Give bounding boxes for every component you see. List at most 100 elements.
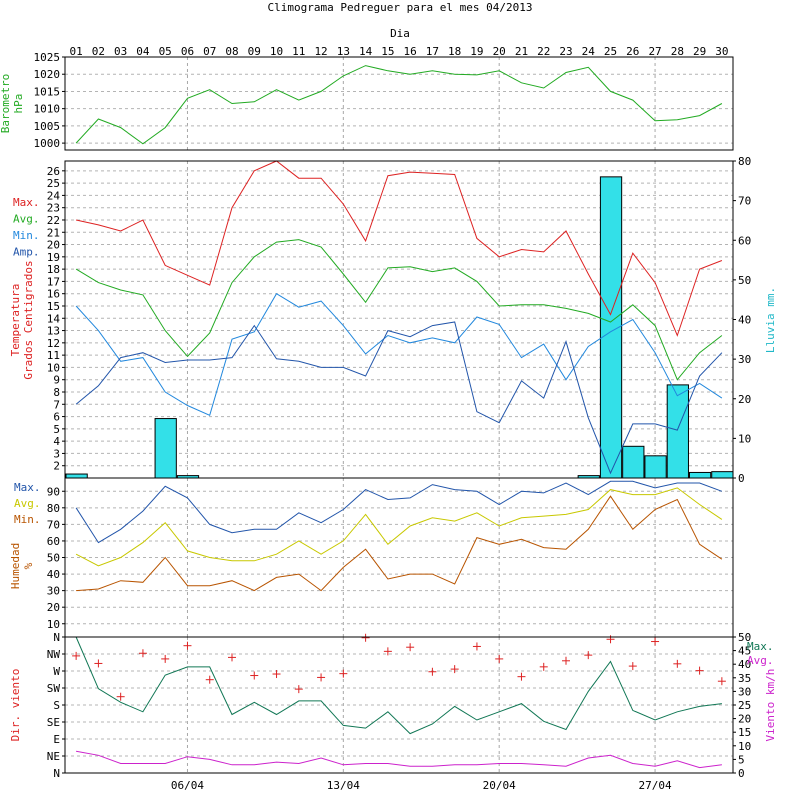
y-tick-label: 14 [47, 312, 61, 325]
y-tick-label: 16 [47, 288, 60, 301]
y-tick-label: 17 [47, 275, 60, 288]
rain-axis-label: Lluvia mm. [764, 287, 777, 353]
day-tick-label: 16 [404, 45, 417, 58]
day-tick-label: 03 [114, 45, 127, 58]
y-tick-label: 11 [47, 349, 60, 362]
y-tick-label: 23 [47, 202, 60, 215]
day-tick-label: 06 [181, 45, 194, 58]
y-tick-label: 7 [53, 398, 60, 411]
day-tick-label: 13 [337, 45, 350, 58]
legend-entry: Avg. [14, 497, 41, 510]
day-tick-label: 01 [70, 45, 83, 58]
y-tick-label: 80 [47, 502, 60, 515]
rain-bar [666, 384, 689, 479]
y-tick-label: 30 [47, 585, 60, 598]
y-tick-label: 9 [53, 374, 60, 387]
humidity-max-line [75, 480, 723, 544]
y-tick-label: 18 [47, 263, 60, 276]
day-tick-label: 24 [582, 45, 596, 58]
y2-tick-label: 40 [738, 658, 751, 671]
dir-tick-label: S [53, 699, 60, 712]
date-tick-label: 06/04 [171, 779, 204, 792]
y-tick-label: 19 [47, 251, 60, 264]
y2-tick-label: 10 [738, 740, 751, 753]
rain-bar [688, 471, 712, 479]
pressure-axis-label: Barometro [0, 74, 12, 134]
legend-entry: Max. [747, 640, 774, 653]
y-tick-label: 21 [47, 226, 60, 239]
day-tick-label: 12 [314, 45, 327, 58]
y-tick-label: 1015 [34, 85, 61, 98]
dir-tick-label: N [53, 767, 60, 780]
y-tick-label: 20 [47, 601, 60, 614]
y2-tick-label: 10 [738, 432, 751, 445]
y-tick-label: 1020 [34, 68, 61, 81]
temperature-axis-label: Temperatura [9, 284, 22, 357]
y-tick-label: 40 [47, 568, 60, 581]
y-tick-label: 10 [47, 618, 60, 631]
legend-entry: Max. [14, 481, 41, 494]
y-tick-label: 90 [47, 485, 60, 498]
day-tick-label: 02 [92, 45, 105, 58]
day-tick-label: 27 [648, 45, 661, 58]
dir-tick-label: W [53, 665, 60, 678]
y-tick-label: 24 [47, 189, 61, 202]
humidity-axis-label: Humedad [9, 543, 22, 589]
temp-avg-line [75, 239, 723, 381]
y-tick-label: 3 [53, 447, 60, 460]
y-tick-label: 20 [47, 239, 60, 252]
y2-tick-label: 0 [738, 767, 745, 780]
y-tick-label: 13 [47, 325, 60, 338]
y2-tick-label: 45 [738, 645, 751, 658]
wind-dir-axis-label: Dir. viento [9, 669, 22, 742]
rain-bar [65, 473, 88, 479]
rain-bar [622, 445, 645, 479]
y-tick-label: 60 [47, 535, 60, 548]
y-tick-label: 25 [47, 177, 60, 190]
y-tick-label: 4 [53, 435, 60, 448]
dir-tick-label: NW [47, 648, 61, 661]
y-tick-label: 5 [53, 423, 60, 436]
y-tick-label: 10 [47, 361, 60, 374]
day-axis-label: Dia [390, 27, 410, 40]
y-tick-label: 1025 [34, 51, 61, 64]
temp-amp-line [75, 321, 723, 475]
pressure-line [75, 65, 723, 145]
y2-tick-label: 80 [738, 155, 751, 168]
day-tick-label: 26 [626, 45, 639, 58]
chart-title: Climograma Pedreguer para el mes 04/2013 [268, 1, 533, 14]
day-tick-label: 23 [559, 45, 572, 58]
pressure-axis-label: hPa [12, 94, 25, 114]
wind-avg-line [76, 750, 722, 769]
temperature-axis-label: Grados Centigrados [22, 260, 35, 379]
y2-tick-label: 35 [738, 672, 751, 685]
dir-tick-label: SW [47, 682, 61, 695]
day-tick-label: 07 [203, 45, 216, 58]
day-tick-label: 09 [248, 45, 261, 58]
day-tick-label: 05 [159, 45, 172, 58]
date-tick-label: 13/04 [327, 779, 360, 792]
legend-entry: Max. [13, 196, 40, 209]
humidity-axis-label: % [22, 562, 35, 569]
day-tick-label: 22 [537, 45, 550, 58]
day-tick-label: 25 [604, 45, 617, 58]
panel-frame [64, 56, 734, 151]
day-tick-label: 17 [426, 45, 439, 58]
legend-entry: Min. [14, 513, 41, 526]
temp-max-line [75, 160, 723, 337]
panel-frame [64, 636, 734, 774]
y2-tick-label: 20 [738, 393, 751, 406]
y-tick-label: 8 [53, 386, 60, 399]
day-tick-label: 10 [270, 45, 283, 58]
y2-tick-label: 5 [738, 753, 745, 766]
y2-tick-label: 0 [738, 472, 745, 485]
day-tick-label: 28 [671, 45, 684, 58]
dir-tick-label: N [53, 631, 60, 644]
y2-tick-label: 50 [738, 274, 751, 287]
wind-max-line [75, 636, 722, 735]
y2-tick-label: 30 [738, 353, 751, 366]
day-tick-label: 14 [359, 45, 373, 58]
y-tick-label: 6 [53, 411, 60, 424]
dir-tick-label: E [53, 733, 60, 746]
y2-tick-label: 40 [738, 314, 751, 327]
